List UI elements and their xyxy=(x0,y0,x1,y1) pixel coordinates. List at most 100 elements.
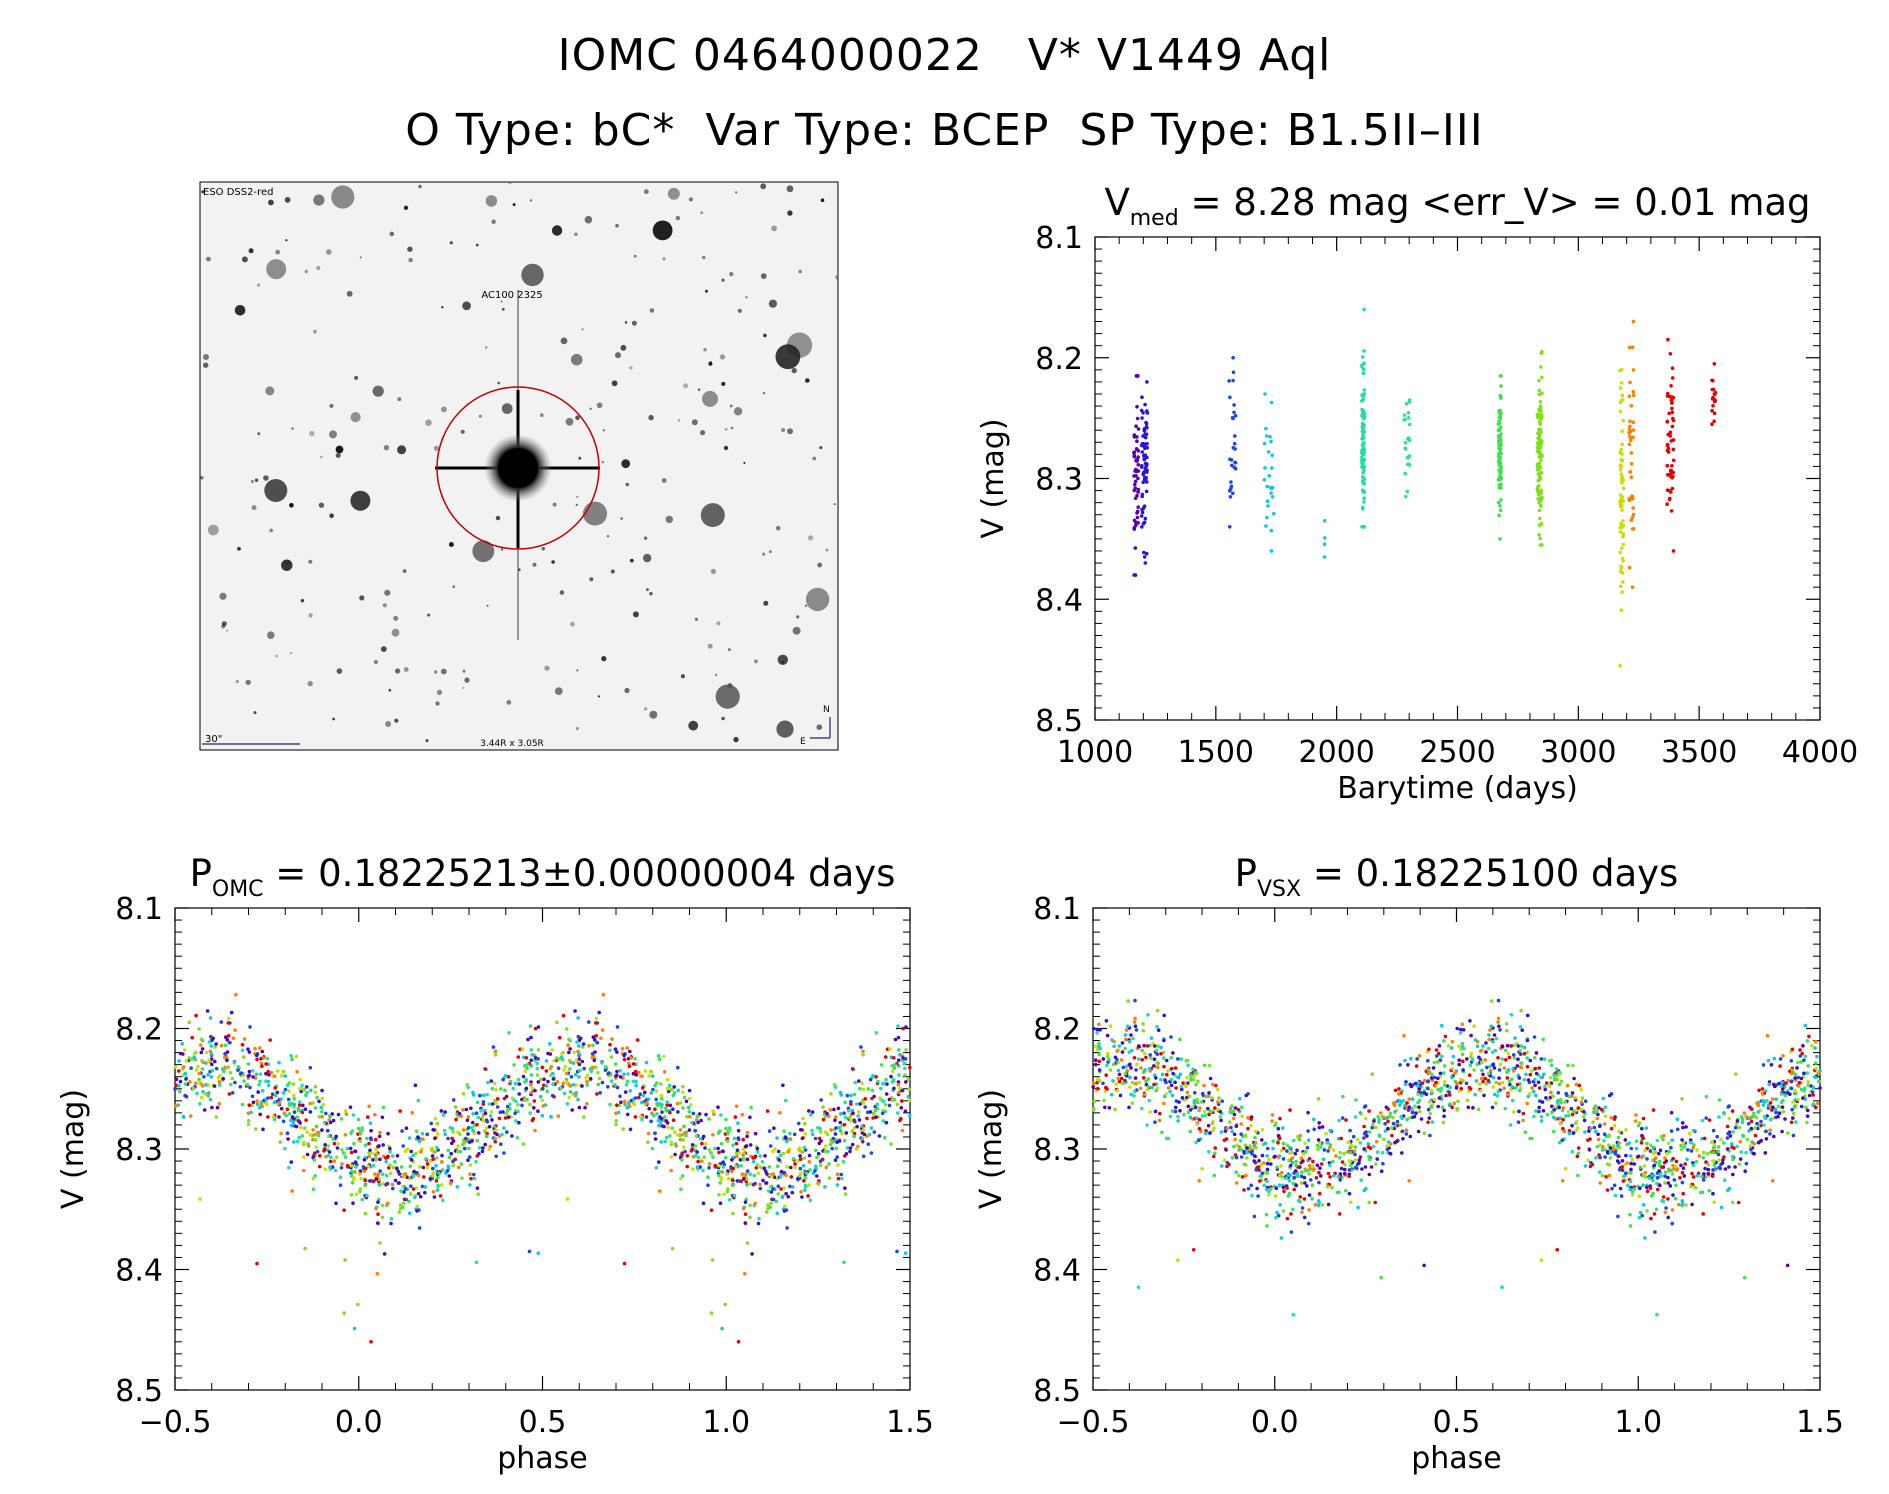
data-point xyxy=(682,1124,686,1129)
data-point xyxy=(720,1326,724,1331)
data-point xyxy=(1628,1179,1633,1183)
data-point xyxy=(348,1105,353,1109)
data-point xyxy=(1596,1132,1600,1137)
data-point xyxy=(1153,1120,1157,1124)
data-point xyxy=(425,1162,430,1166)
data-point xyxy=(196,1064,200,1069)
data-point xyxy=(1537,431,1542,436)
data-point xyxy=(861,1087,866,1092)
data-point xyxy=(363,1166,368,1171)
data-point xyxy=(852,1126,856,1130)
data-point xyxy=(1668,1184,1673,1188)
data-point xyxy=(1173,1066,1178,1070)
data-point xyxy=(1133,546,1138,550)
data-point xyxy=(803,1121,807,1126)
finder-star xyxy=(318,502,325,508)
data-point xyxy=(325,1129,330,1133)
data-point xyxy=(860,1139,865,1144)
data-point xyxy=(213,1045,217,1049)
data-point xyxy=(1160,1130,1164,1135)
data-point xyxy=(1379,1169,1384,1173)
data-point xyxy=(276,1069,280,1073)
data-point xyxy=(1538,543,1543,547)
data-point xyxy=(1620,556,1625,561)
finder-star xyxy=(221,624,226,629)
data-point xyxy=(1264,426,1268,431)
data-point xyxy=(202,1075,206,1079)
data-point xyxy=(743,1271,747,1276)
data-point xyxy=(311,1187,316,1192)
data-point xyxy=(1664,1159,1669,1163)
data-point xyxy=(376,1212,380,1216)
finder-star xyxy=(621,459,631,469)
data-point xyxy=(1360,407,1364,412)
data-point xyxy=(1193,1091,1197,1095)
data-point xyxy=(1562,1129,1567,1134)
data-point xyxy=(1316,1203,1321,1208)
data-point xyxy=(767,1165,771,1169)
data-point xyxy=(1574,1082,1579,1087)
data-point xyxy=(1534,1093,1538,1098)
data-point xyxy=(1744,1161,1749,1166)
finder-star xyxy=(733,407,743,416)
finder-star xyxy=(584,215,593,224)
data-point xyxy=(277,1101,282,1105)
data-point xyxy=(1406,1063,1410,1067)
data-point xyxy=(1341,1094,1345,1099)
data-point xyxy=(1141,480,1145,485)
data-point xyxy=(1789,1067,1794,1072)
data-point xyxy=(446,1148,451,1153)
data-point xyxy=(510,1096,515,1100)
data-point xyxy=(687,1088,692,1093)
data-point xyxy=(836,1106,841,1111)
data-point xyxy=(533,1128,537,1133)
data-point xyxy=(866,1110,870,1115)
data-point xyxy=(217,1083,222,1087)
data-point xyxy=(640,1117,644,1122)
data-point xyxy=(236,1068,240,1072)
data-point xyxy=(654,1089,659,1093)
data-point xyxy=(1663,1174,1667,1178)
data-point xyxy=(1596,1112,1600,1117)
data-point xyxy=(476,1115,481,1120)
data-point xyxy=(1268,434,1272,439)
data-point xyxy=(529,1058,533,1062)
data-point xyxy=(1277,1183,1282,1187)
data-point xyxy=(1768,1117,1773,1122)
data-point xyxy=(447,1174,452,1178)
finder-star xyxy=(667,187,680,200)
data-point xyxy=(1119,1058,1124,1062)
data-point xyxy=(1139,514,1144,518)
data-point xyxy=(835,1140,839,1144)
data-point xyxy=(641,1093,646,1098)
data-point xyxy=(683,1131,687,1135)
data-point xyxy=(1314,1176,1319,1180)
data-point xyxy=(804,1171,809,1175)
data-point xyxy=(1713,392,1717,397)
data-point xyxy=(565,1197,570,1201)
data-point xyxy=(665,1103,669,1107)
data-point xyxy=(618,1075,623,1079)
data-point xyxy=(528,1024,533,1028)
data-point xyxy=(1688,1140,1693,1145)
data-point xyxy=(408,1192,413,1196)
data-point xyxy=(1780,1105,1785,1109)
data-point xyxy=(706,1175,710,1179)
data-point xyxy=(1679,1147,1684,1152)
data-point xyxy=(628,1049,632,1054)
data-point xyxy=(903,1073,907,1077)
data-point xyxy=(654,1166,659,1170)
data-point xyxy=(1285,1216,1290,1221)
data-point xyxy=(1807,1093,1812,1098)
data-point xyxy=(257,1083,261,1087)
data-point xyxy=(666,1125,670,1130)
data-point xyxy=(1497,463,1502,468)
data-point xyxy=(354,1192,359,1197)
data-point xyxy=(1486,1046,1491,1051)
data-point xyxy=(582,1115,586,1119)
data-point xyxy=(1271,1139,1275,1143)
data-point xyxy=(1095,1027,1099,1032)
data-point xyxy=(1701,1212,1705,1216)
data-point xyxy=(367,1151,371,1155)
data-point xyxy=(533,1026,538,1031)
